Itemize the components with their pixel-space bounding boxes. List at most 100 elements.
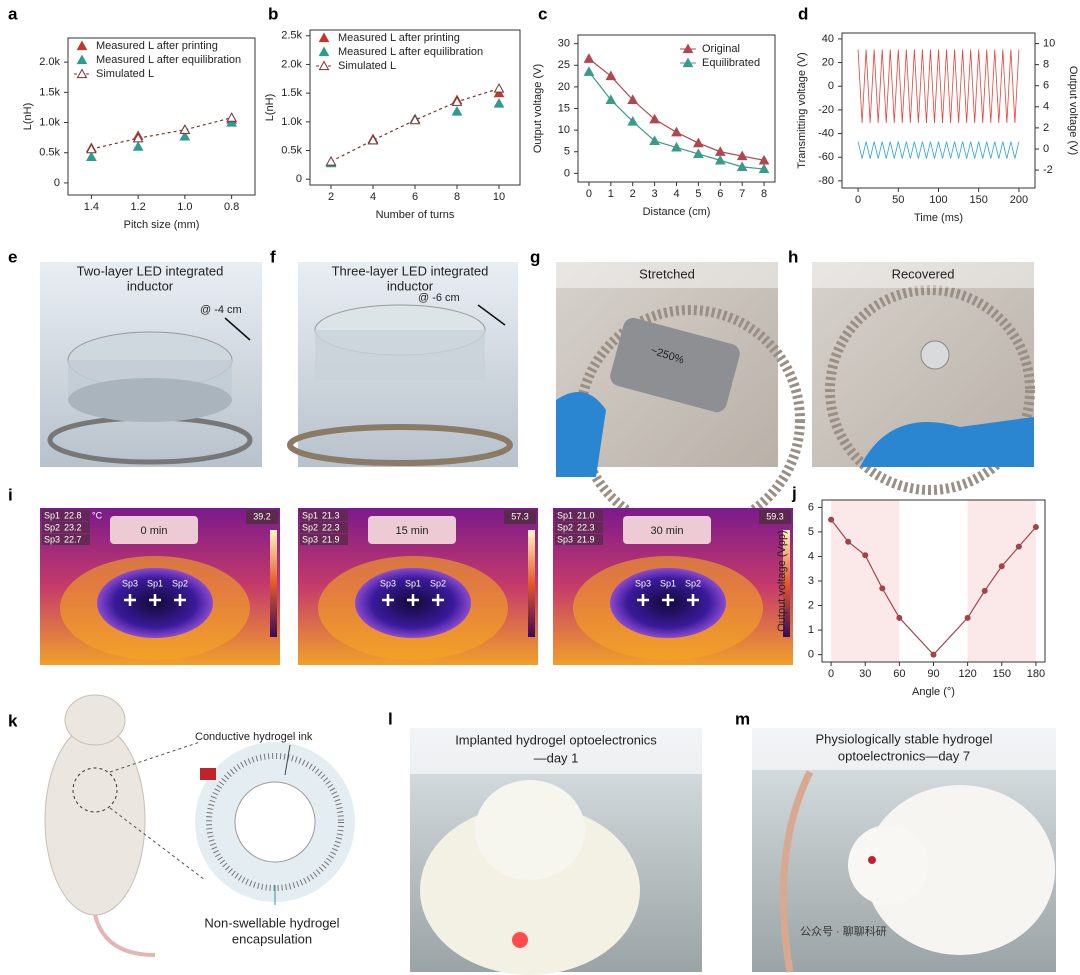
data-point xyxy=(649,135,660,146)
spot-temp: 21.9 xyxy=(577,534,595,544)
spot-temp: 21.0 xyxy=(577,510,595,520)
y-tick-label: 25 xyxy=(558,59,570,71)
spot-name: Sp1 xyxy=(44,510,60,520)
spot-temp: 21.9 xyxy=(322,534,340,544)
legend-marker xyxy=(682,57,694,68)
data-point xyxy=(758,163,770,174)
y-tick-label: 2.0k xyxy=(39,56,60,68)
dish-wall xyxy=(315,330,485,380)
panel-letter: m xyxy=(735,709,750,728)
panel-letter: a xyxy=(8,4,18,23)
x-tick-label: 120 xyxy=(958,668,976,680)
data-point xyxy=(179,130,191,141)
rat xyxy=(420,805,640,975)
glove xyxy=(860,417,1034,467)
time-badge xyxy=(623,516,711,544)
implant-site xyxy=(72,767,118,813)
dish-base xyxy=(68,378,232,422)
spot-badge xyxy=(300,522,348,533)
data-point xyxy=(226,112,237,122)
panel-letter: h xyxy=(788,247,798,266)
data-point xyxy=(493,87,505,98)
shaded-range xyxy=(831,500,900,662)
rat xyxy=(865,785,1055,955)
y-tick-label: 0 xyxy=(828,80,834,92)
thermal-frames: 0 min 39.2 Sp1 22.8 Sp2 23.2 Sp3 22.7 °C Sp3 Sp1 Sp… xyxy=(40,508,793,665)
encapsulation-label: encapsulation xyxy=(232,931,312,946)
caption: Stretched xyxy=(639,266,695,281)
x-tick-label: 180 xyxy=(1027,668,1045,680)
spot-name: Sp3 xyxy=(302,534,318,544)
spot-cross xyxy=(637,594,649,606)
glove xyxy=(556,392,606,477)
panel-letter: f xyxy=(270,247,276,266)
caption: Implanted hydrogel optoelectronics xyxy=(455,732,657,747)
y-tick-label: 1.5k xyxy=(39,86,60,98)
y-tick-label: 30 xyxy=(558,38,570,50)
legend-label: Measured L after printing xyxy=(96,40,218,52)
coil-center xyxy=(234,781,316,863)
legend-label: Original xyxy=(702,43,740,55)
data-point xyxy=(671,126,682,137)
spot-name: Sp3 xyxy=(44,534,60,544)
panel-letter: e xyxy=(8,247,17,266)
caption: Recovered xyxy=(892,266,955,281)
zoom-line xyxy=(109,807,206,881)
panel-letter: k xyxy=(8,711,18,730)
x-tick-label: 150 xyxy=(970,194,988,206)
legend-label: Equilibrated xyxy=(702,57,760,69)
time-badge xyxy=(368,516,456,544)
rat-eye xyxy=(868,856,876,864)
plot-frame xyxy=(67,37,256,196)
spot-name: Sp3 xyxy=(557,534,573,544)
x-axis-title: Time (ms) xyxy=(914,212,963,224)
data-point xyxy=(451,96,463,106)
data-point xyxy=(736,150,748,161)
spot-badge xyxy=(42,510,90,521)
x-tick-label: 1 xyxy=(608,188,614,200)
disk-spot-label: Sp3 xyxy=(635,578,651,588)
y-tick-label: -40 xyxy=(818,127,834,139)
data-point xyxy=(930,651,937,658)
max-temp: 39.2 xyxy=(253,511,271,521)
data-point xyxy=(605,94,617,104)
time-label: 0 min xyxy=(141,525,168,537)
x-axis-title: Angle (°) xyxy=(912,686,955,698)
data-point xyxy=(627,115,639,126)
data-point xyxy=(325,155,337,166)
spot-cross xyxy=(407,594,419,606)
x-tick-label: 1.2 xyxy=(130,201,145,213)
time-label: 15 min xyxy=(395,525,428,537)
y-tick-label: 0.5k xyxy=(39,147,60,159)
data-point xyxy=(493,83,505,93)
colorbar xyxy=(528,530,535,637)
x-tick-label: 90 xyxy=(927,668,939,680)
caption: —day 1 xyxy=(534,750,579,765)
caption: Two-layer LED integrated xyxy=(77,263,224,278)
y-axis-title: Output voltage (Vpp) xyxy=(776,530,788,632)
coil xyxy=(825,285,1035,495)
y-tick-label: -2 xyxy=(1043,164,1053,176)
y-axis-title: Transmitting voltage (V) xyxy=(796,52,808,168)
disk-spot-label: Sp3 xyxy=(122,578,138,588)
legend-label: Measured L after printing xyxy=(338,32,460,44)
y-tick-label: 0 xyxy=(808,649,814,661)
y-tick-label: 2 xyxy=(808,599,814,611)
colorbar xyxy=(270,530,277,637)
x-tick-label: 150 xyxy=(993,668,1011,680)
spot-cross xyxy=(174,594,186,606)
y-tick-label: 0 xyxy=(564,167,570,179)
rat-head xyxy=(848,825,928,905)
legend-marker xyxy=(682,43,694,54)
disk-spot-label: Sp2 xyxy=(172,578,188,588)
data-point xyxy=(845,538,852,545)
y-axis-title: L(nH) xyxy=(22,103,34,131)
led xyxy=(200,768,216,780)
data-point xyxy=(714,154,726,165)
max-temp: 59.3 xyxy=(766,511,784,521)
y-tick-label: 15 xyxy=(558,102,570,114)
data-point xyxy=(86,143,97,154)
x-tick-label: 200 xyxy=(1010,194,1028,206)
data-point xyxy=(671,141,682,152)
